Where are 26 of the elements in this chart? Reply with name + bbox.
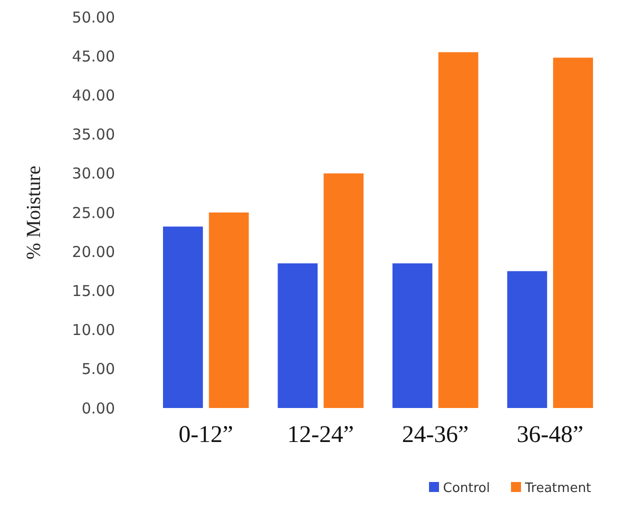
x-tick-label: 0-12” bbox=[178, 422, 234, 448]
y-tick-label: 40.00 bbox=[72, 86, 115, 104]
bar bbox=[438, 52, 478, 408]
bar bbox=[507, 271, 548, 408]
y-tick-label: 5.00 bbox=[82, 360, 115, 378]
y-tick-label: 35.00 bbox=[72, 126, 115, 144]
bar bbox=[278, 263, 318, 408]
bar bbox=[324, 173, 364, 408]
y-tick-label: 25.00 bbox=[72, 204, 115, 222]
y-axis-title: % Moisture bbox=[23, 165, 45, 260]
y-tick-label: 45.00 bbox=[72, 47, 115, 66]
bar bbox=[392, 263, 432, 408]
bar bbox=[208, 212, 249, 408]
x-tick-label: 24-36” bbox=[402, 422, 469, 448]
y-tick-label: 30.00 bbox=[72, 164, 115, 183]
legend-label: Treatment bbox=[524, 481, 592, 496]
y-tick-label: 20.00 bbox=[72, 242, 115, 261]
bar bbox=[163, 226, 203, 408]
y-tick-label: 0.00 bbox=[82, 399, 115, 418]
x-tick-label: 36-48” bbox=[516, 422, 584, 448]
bar bbox=[553, 58, 593, 408]
x-tick-label: 12-24” bbox=[287, 422, 354, 448]
y-tick-label: 50.00 bbox=[72, 8, 115, 26]
y-tick-label: 15.00 bbox=[72, 282, 115, 300]
y-tick-label: 10.00 bbox=[72, 321, 115, 340]
legend-label: Control bbox=[443, 481, 490, 496]
